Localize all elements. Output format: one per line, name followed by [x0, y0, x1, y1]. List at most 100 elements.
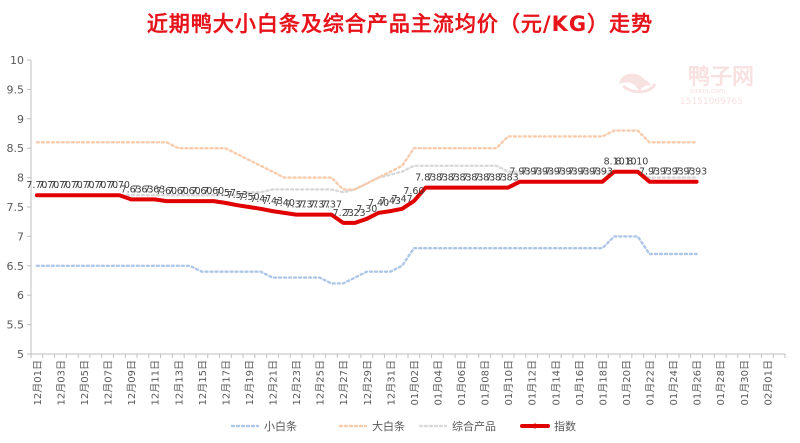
legend-label: 指数	[554, 419, 576, 433]
watermark-brand: 鸭子网	[688, 64, 754, 90]
index-data-label: 7.83	[462, 173, 483, 184]
y-tick-label: 9	[17, 113, 24, 126]
watermark-phone: 15151069765	[680, 97, 743, 107]
axes: 5 5.5 6 6.5 7 7.5 8 8.5 9 9.5 10 12月01日 12月03日 12月05日…	[7, 54, 786, 405]
index-data-label: 7.37	[297, 200, 318, 211]
x-tick-label: 12月07日	[103, 360, 115, 405]
index-data-label: 7.93	[674, 167, 695, 178]
index-data-label: 8.10	[627, 157, 648, 168]
legend-marker	[532, 423, 538, 429]
index-data-label: 7.93	[521, 167, 542, 178]
index-data-label: 7.40	[368, 198, 389, 209]
x-tick-label: 12月27日	[338, 360, 350, 405]
chart-title: 近期鸭大小白条及综合产品主流均价（元/KG）走势	[146, 12, 654, 36]
series-index-line	[34, 169, 699, 225]
x-tick-label: 12月01日	[32, 360, 44, 405]
y-tick-label: 6	[17, 289, 24, 302]
watermark: 鸭子网 jiaxin.com 15151069765	[619, 64, 754, 107]
x-tick-label: 01月22日	[645, 360, 657, 405]
x-tick-label: 01月30日	[739, 360, 751, 405]
y-tick-label: 5.5	[7, 319, 25, 332]
index-data-label: 7.53	[227, 190, 248, 201]
index-data-label: 7.83	[439, 173, 460, 184]
x-tick-label: 12月03日	[55, 360, 67, 405]
index-data-label: 7.60	[168, 186, 189, 197]
index-data-label: 7.23	[333, 208, 354, 219]
legend-label: 大白条	[372, 419, 405, 433]
x-tick-label: 01月16日	[574, 360, 586, 405]
index-data-label: 7.70	[62, 180, 83, 191]
index-data-label: 7.83	[498, 173, 519, 184]
index-data-label: 7.93	[509, 167, 530, 178]
index-data-label: 8.10	[604, 157, 625, 168]
index-data-label: 7.83	[474, 173, 495, 184]
x-tick-label: 01月10日	[503, 360, 515, 405]
x-tick-label: 12月11日	[150, 360, 162, 405]
x-tick-label: 12月09日	[126, 360, 138, 405]
index-data-label: 7.47	[392, 194, 413, 205]
x-tick-label: 01月08日	[480, 360, 492, 405]
x-tick-label: 12月25日	[315, 360, 327, 405]
x-tick-label: 12月23日	[291, 360, 303, 405]
x-tick-label: 01月18日	[597, 360, 609, 405]
index-data-label: 7.70	[97, 180, 118, 191]
index-data-label: 7.70	[50, 180, 71, 191]
x-tick-label: 01月04日	[432, 360, 444, 405]
x-tick-label: 01月28日	[715, 360, 727, 405]
x-tick-label: 12月19日	[244, 360, 256, 405]
x-tick-label: 01月06日	[456, 360, 468, 405]
y-tick-label: 10	[10, 54, 24, 67]
index-data-label: 7.60	[179, 186, 200, 197]
legend: 小白条 大白条 综合产品 指数	[230, 419, 576, 433]
index-data-label: 7.43	[380, 196, 401, 207]
legend-label: 综合产品	[452, 419, 496, 433]
index-data-label: 7.83	[486, 173, 507, 184]
index-data-label: 7.93	[639, 167, 660, 178]
series-layer	[34, 129, 699, 285]
index-data-label: 7.93	[556, 167, 577, 178]
index-data-label: 7.83	[427, 173, 448, 184]
index-data-label: 7.37	[286, 200, 307, 211]
series-small-line	[35, 235, 698, 285]
index-data-label: 7.93	[663, 167, 684, 178]
x-tick-label: 12月21日	[268, 360, 280, 405]
index-data-label: 7.57	[215, 188, 236, 199]
x-tick-label: 12月31日	[385, 360, 397, 405]
index-data-label: 7.93	[545, 167, 566, 178]
y-tick-label: 5	[17, 348, 24, 361]
x-tick-label: 02月01日	[762, 360, 774, 405]
index-data-label: 7.83	[415, 173, 436, 184]
index-data-label: 7.93	[651, 167, 672, 178]
index-data-label: 7.70	[73, 180, 94, 191]
index-data-label: 7.70	[38, 180, 59, 191]
x-tick-label: 01月20日	[621, 360, 633, 405]
index-data-label: 7.60	[156, 186, 177, 197]
y-tick-label: 8.5	[7, 142, 25, 155]
y-tick-label: 7.5	[7, 201, 25, 214]
index-data-label: 7.37	[309, 200, 330, 211]
index-data-label: 7.83	[450, 173, 471, 184]
x-tick-label: 12月13日	[173, 360, 185, 405]
x-tick-label: 12月17日	[220, 360, 232, 405]
x-tick-label: 12月15日	[197, 360, 209, 405]
index-data-label: 7.70	[109, 180, 130, 191]
y-tick-label: 8	[17, 172, 24, 185]
index-data-label: 7.93	[533, 167, 554, 178]
index-data-label: 7.63	[144, 184, 165, 195]
watermark-url: jiaxin.com	[689, 87, 726, 95]
index-data-label: 7.60	[203, 186, 224, 197]
x-tick-label: 01月14日	[550, 360, 562, 405]
duck-logo-icon	[619, 73, 657, 94]
index-data-label: 7.70	[85, 180, 106, 191]
index-data-label: 7.93	[580, 167, 601, 178]
series-large-line	[35, 129, 698, 191]
index-data-label: 7.93	[686, 167, 707, 178]
index-data-label: 7.37	[321, 200, 342, 211]
index-data-label: 7.93	[568, 167, 589, 178]
x-tick-label: 01月12日	[527, 360, 539, 405]
index-data-label: 7.60	[191, 186, 212, 197]
index-data-label: 7.30	[356, 204, 377, 215]
x-tick-label: 12月05日	[79, 360, 91, 405]
index-data-label: 7.50	[238, 192, 259, 203]
